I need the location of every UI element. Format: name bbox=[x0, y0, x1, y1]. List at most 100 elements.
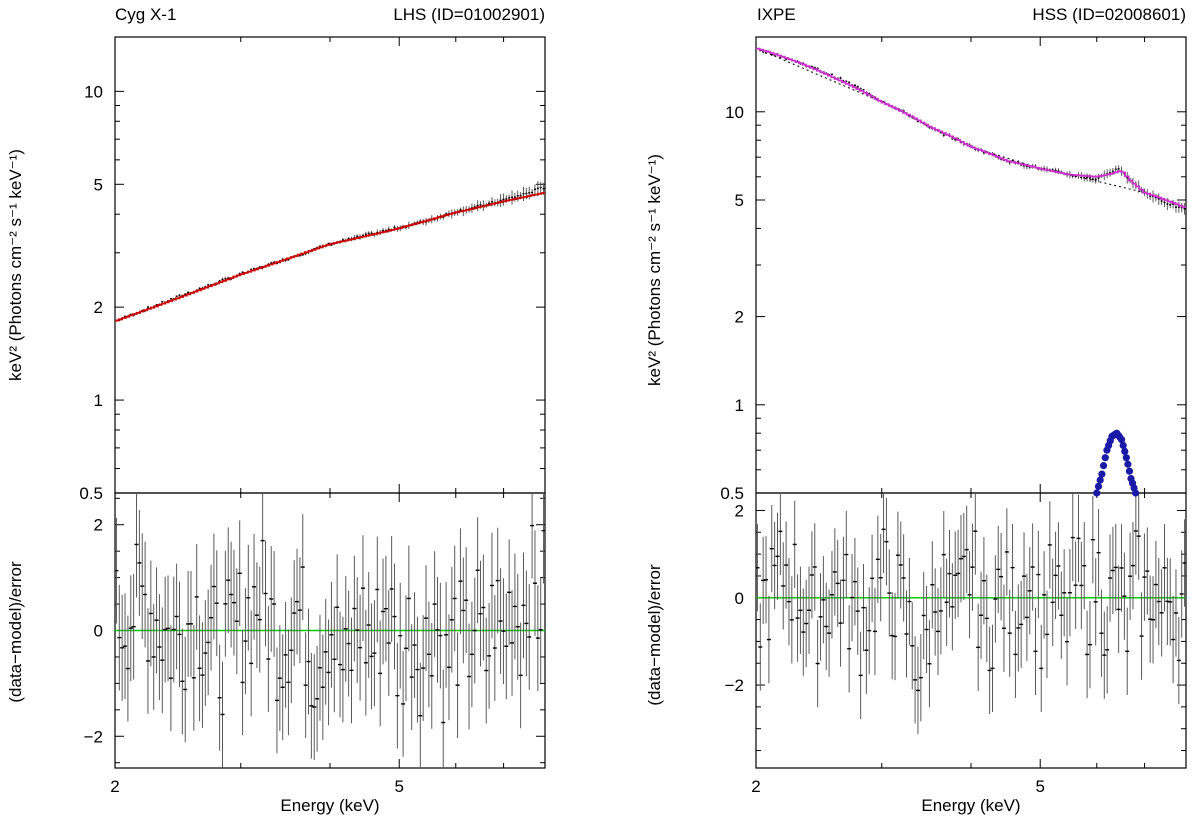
residual-data-point bbox=[209, 617, 214, 619]
left-y-axis-label: keV² (Photons cm⁻² s⁻¹ keV⁻¹) bbox=[6, 149, 25, 381]
residual-data-point bbox=[478, 612, 483, 615]
residual-data-point bbox=[1079, 584, 1084, 587]
spectrum-data-point bbox=[330, 244, 333, 246]
spectrum-data-point bbox=[250, 268, 253, 271]
residual-data-point bbox=[277, 677, 282, 679]
spectrum-data-point bbox=[419, 220, 422, 223]
residual-data-point bbox=[941, 553, 946, 556]
residual-data-point bbox=[996, 568, 1001, 571]
spectrum-data-point bbox=[1088, 177, 1091, 179]
spectrum-data-point bbox=[839, 77, 842, 79]
spectrum-data-point bbox=[1071, 175, 1074, 177]
spectrum-data-point bbox=[508, 197, 511, 199]
residual-data-point bbox=[429, 675, 434, 677]
residual-data-point bbox=[131, 625, 136, 628]
spectrum-data-point bbox=[1091, 178, 1094, 180]
residual-data-point bbox=[1102, 654, 1107, 656]
spectrum-data-point bbox=[853, 84, 856, 87]
residual-data-point bbox=[381, 610, 386, 613]
residual-data-point bbox=[120, 647, 125, 649]
residual-data-point bbox=[1070, 536, 1075, 539]
residual-data-point bbox=[910, 645, 915, 647]
spectrum-data-point bbox=[499, 199, 502, 202]
residual-data-point bbox=[884, 540, 889, 543]
residual-data-point bbox=[1001, 627, 1006, 629]
spectrum-data-point bbox=[361, 234, 364, 237]
residual-data-point bbox=[956, 572, 961, 575]
residual-data-point bbox=[249, 662, 254, 665]
residual-data-point bbox=[1142, 576, 1147, 578]
residual-data-point bbox=[117, 636, 122, 639]
residual-data-point bbox=[1090, 538, 1095, 541]
residual-data-point bbox=[335, 606, 340, 608]
residual-data-point bbox=[507, 591, 512, 594]
residual-data-point bbox=[915, 689, 920, 692]
residual-data-point bbox=[827, 632, 832, 634]
residual-data-point bbox=[1093, 601, 1098, 603]
spectrum-data-point bbox=[765, 52, 768, 54]
residual-data-point bbox=[338, 663, 343, 666]
residual-data-point bbox=[134, 543, 139, 546]
spectrum-data-point bbox=[367, 232, 370, 235]
residual-data-point bbox=[832, 571, 837, 573]
residual-data-point bbox=[1087, 643, 1092, 646]
residual-data-point bbox=[469, 653, 474, 656]
residual-data-point bbox=[386, 642, 391, 644]
residual-data-point bbox=[855, 610, 860, 612]
spectrum-data-point bbox=[382, 229, 385, 232]
residual-data-point bbox=[360, 587, 365, 589]
residual-data-point bbox=[953, 574, 958, 576]
residual-data-point bbox=[829, 594, 834, 596]
spectrum-data-point bbox=[387, 228, 390, 231]
spectrum-data-point bbox=[459, 209, 462, 211]
residual-data-point bbox=[895, 554, 900, 556]
spectrum-data-point bbox=[187, 291, 190, 294]
spectrum-data-point bbox=[770, 54, 773, 56]
residual-data-point bbox=[864, 649, 869, 651]
spectrum-data-point bbox=[221, 278, 224, 281]
line-component-point bbox=[1125, 467, 1134, 475]
residual-data-point bbox=[432, 603, 437, 605]
residual-data-point bbox=[510, 642, 515, 644]
residual-data-point bbox=[343, 628, 348, 630]
spectrum-data-point bbox=[129, 313, 132, 316]
spectrum-data-point bbox=[178, 294, 181, 296]
residual-data-point bbox=[1159, 612, 1164, 614]
spectrum-data-point bbox=[273, 261, 276, 263]
residual-data-point bbox=[1168, 601, 1173, 603]
residual-data-point bbox=[1036, 573, 1041, 576]
spectrum-data-point bbox=[287, 258, 290, 261]
residual-data-point bbox=[426, 653, 431, 655]
spectrum-data-point bbox=[347, 237, 350, 240]
residual-data-point bbox=[329, 634, 334, 636]
residual-data-point bbox=[148, 612, 153, 615]
residual-data-point bbox=[115, 569, 119, 572]
residual-data-point bbox=[315, 698, 320, 700]
residual-data-point bbox=[858, 674, 863, 677]
residual-data-point bbox=[1027, 590, 1032, 592]
residual-data-point bbox=[890, 634, 895, 637]
residual-data-point bbox=[524, 622, 529, 625]
residual-data-point bbox=[183, 688, 188, 691]
spectrum-data-point bbox=[364, 233, 367, 235]
spectrum-data-point bbox=[533, 188, 536, 191]
residual-data-point bbox=[847, 648, 852, 650]
residual-data-point bbox=[369, 655, 374, 658]
residual-y-tick-label: 2 bbox=[735, 501, 744, 520]
spectrum-data-point bbox=[356, 235, 359, 237]
residual-data-point bbox=[340, 668, 345, 671]
residual-data-point bbox=[844, 553, 849, 556]
residual-data-point bbox=[1047, 544, 1052, 546]
residual-data-point bbox=[921, 614, 926, 617]
residual-data-point bbox=[936, 630, 941, 633]
spectrum-data-point bbox=[1157, 198, 1160, 200]
residual-data-point bbox=[792, 543, 797, 546]
residual-data-point bbox=[1165, 600, 1170, 603]
spectrum-frame bbox=[755, 36, 1187, 494]
residual-data-point bbox=[1145, 570, 1150, 572]
residual-data-point bbox=[898, 564, 903, 566]
residual-data-point bbox=[412, 644, 417, 646]
residual-data-point bbox=[1013, 653, 1018, 656]
residual-data-point bbox=[999, 575, 1004, 578]
